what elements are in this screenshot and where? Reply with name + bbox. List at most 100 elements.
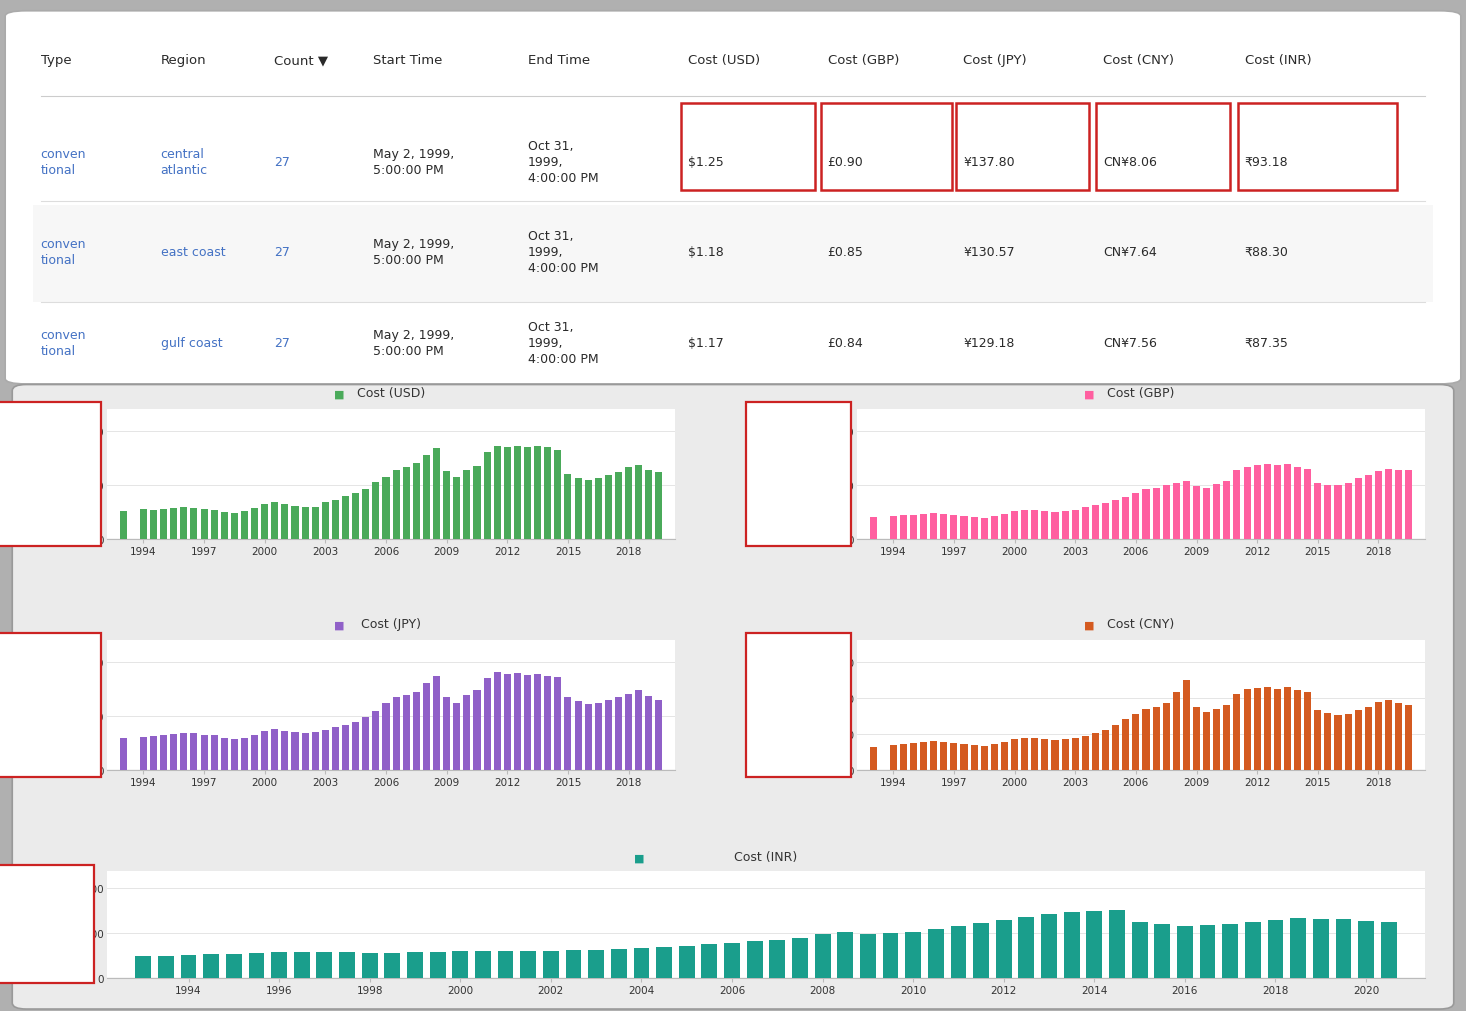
Text: CN¥7.56: CN¥7.56 [1104,337,1157,350]
Bar [323,502,328,540]
Bar [1294,691,1302,770]
Bar [1082,508,1089,540]
Bar [150,511,157,540]
Bar [1243,688,1250,770]
Bar [1031,739,1038,770]
Bar [614,472,622,540]
Text: ₹87.35: ₹87.35 [1245,337,1289,350]
Bar [869,518,877,540]
Bar [645,470,652,540]
Bar [655,700,663,770]
Bar [281,504,289,540]
Bar [770,939,786,978]
Bar [497,951,513,978]
Bar [910,743,918,770]
Bar [724,942,740,978]
Bar [1290,918,1306,978]
Bar [383,703,390,770]
Bar [929,514,937,540]
Bar [180,955,196,978]
Bar [1314,919,1328,978]
Bar [585,480,592,540]
Bar [271,952,287,978]
Text: Type: Type [41,55,72,67]
Bar [393,470,400,540]
Text: CN¥7.64: CN¥7.64 [1104,246,1157,259]
Bar [991,517,998,540]
Bar [991,744,998,770]
Bar [921,742,927,770]
Bar [995,920,1012,978]
Text: ■: ■ [1083,621,1095,631]
Bar [1284,464,1292,540]
Bar [1163,485,1170,540]
Bar [342,496,349,540]
Text: Oct 31,
1999,
4:00:00 PM: Oct 31, 1999, 4:00:00 PM [528,229,598,275]
Bar [585,704,592,770]
Bar [950,743,957,770]
Bar [928,929,944,978]
Bar [312,508,318,540]
Bar [494,446,501,540]
Bar [251,509,258,540]
Bar [422,683,430,770]
Bar [1041,740,1048,770]
Bar [475,951,491,978]
Bar [905,932,921,978]
Bar [201,510,208,540]
Bar [251,736,258,770]
Bar [453,951,468,978]
Bar [1344,483,1352,540]
Bar [1358,921,1374,978]
Bar [443,698,450,770]
Bar [520,950,537,978]
Bar [1082,736,1089,770]
Bar [463,470,471,540]
Bar [929,741,937,770]
Bar [170,509,177,540]
Bar [1274,465,1281,540]
Bar [1381,922,1397,978]
Bar [1264,464,1271,540]
FancyBboxPatch shape [6,12,1460,384]
Bar [408,952,422,978]
Bar [204,954,218,978]
Text: Cost (CNY): Cost (CNY) [1107,618,1174,631]
Bar [384,953,400,978]
Bar [1064,912,1079,978]
Bar [900,516,907,540]
Bar [302,508,309,540]
Bar [1204,488,1209,540]
Text: ₹88.30: ₹88.30 [1245,246,1289,259]
Bar [1041,914,1057,978]
Bar [180,733,188,770]
Bar [1001,742,1009,770]
Bar [1012,512,1017,540]
Bar [1223,706,1230,770]
Bar [605,701,611,770]
Bar [869,747,877,770]
Bar [261,731,268,770]
Bar [191,509,198,540]
Bar [575,702,582,770]
Bar [515,673,520,770]
Bar [940,742,947,770]
Bar [201,735,208,770]
Bar [821,104,951,191]
Bar [970,745,978,770]
Bar [293,952,309,978]
Bar [271,502,279,540]
Bar [1072,738,1079,770]
Bar [588,949,604,978]
Bar [633,948,649,978]
Text: CN¥8.06: CN¥8.06 [1104,156,1157,169]
Bar [1314,483,1321,540]
Bar [1233,471,1240,540]
Bar [595,703,603,770]
Bar [317,952,333,978]
Bar [211,511,218,540]
Bar [981,746,988,770]
Bar [1223,924,1239,978]
Bar [372,482,380,540]
Bar [504,674,510,770]
